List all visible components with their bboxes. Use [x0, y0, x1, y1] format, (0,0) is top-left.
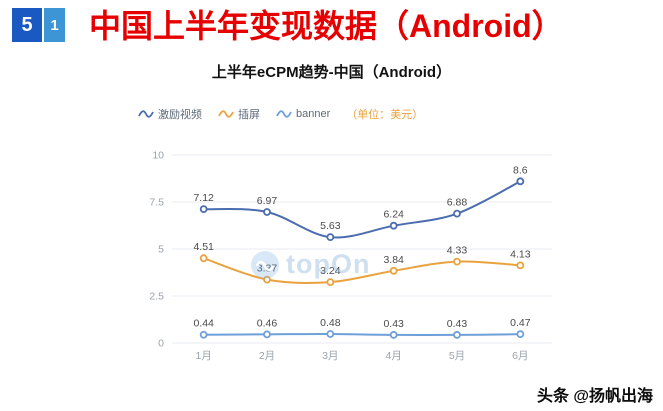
legend-line-icon: [218, 110, 234, 118]
data-point[interactable]: [389, 221, 398, 230]
legend-unit-label: （单位：美元）: [346, 109, 424, 121]
legend-item-激励视频[interactable]: 激励视频: [138, 106, 202, 122]
header: 5 1 中国上半年变现数据（Android）: [12, 8, 564, 44]
data-label: 0.46: [257, 317, 278, 329]
data-label: 4.33: [447, 245, 468, 257]
x-axis-tick-label: 3月: [322, 350, 338, 362]
line-chart: 0 2.5 5 7.5 10 1月 2月 3月 4月 5月 6月 7.12 6.97 5.63 6.24 6.…: [149, 150, 552, 362]
data-label: 5.63: [320, 220, 341, 232]
data-point[interactable]: [326, 233, 335, 242]
data-point[interactable]: [389, 331, 398, 339]
data-point[interactable]: [263, 275, 271, 284]
y-axis-tick-label: 2.5: [149, 291, 164, 303]
data-label: 3.37: [257, 263, 278, 275]
data-point[interactable]: [199, 205, 208, 214]
data-label: 3.24: [320, 265, 341, 277]
data-label: 6.88: [447, 197, 468, 209]
data-label: 6.97: [257, 195, 278, 207]
y-axis-tick-label: 5: [158, 244, 164, 256]
data-label: 8.6: [513, 164, 528, 176]
data-point[interactable]: [516, 177, 525, 186]
data-label: 0.43: [447, 318, 468, 330]
legend-label: 插屏: [238, 109, 260, 121]
x-axis-tick-label: 2月: [259, 350, 275, 362]
data-point[interactable]: [199, 254, 208, 263]
data-point[interactable]: [453, 331, 461, 339]
x-axis-tick-label: 4月: [385, 350, 401, 362]
x-axis-tick-label: 1月: [195, 350, 211, 362]
data-point[interactable]: [516, 261, 525, 270]
page-title: 中国上半年变现数据（Android）: [89, 8, 564, 44]
chart-legend: 激励视频 插屏 banner （单位：美元）: [132, 103, 562, 125]
data-point[interactable]: [389, 266, 398, 275]
series-line-插屏: [202, 257, 522, 285]
legend-line-icon: [276, 110, 292, 118]
legend-item-banner[interactable]: banner: [276, 108, 330, 120]
data-point[interactable]: [263, 208, 271, 216]
data-point[interactable]: [263, 330, 271, 339]
page-number-secondary-badge: 1: [44, 8, 65, 42]
chart-title: 上半年eCPM趋势-中国（Android）: [211, 64, 452, 81]
data-point[interactable]: [199, 330, 208, 339]
data-point[interactable]: [326, 330, 335, 338]
chart-container: 激励视频 插屏 banner （单位：美元） 0 2.5 5 7.5 10 1月 2月 3月 4月 5月…: [132, 103, 562, 395]
data-label: 0.44: [193, 318, 214, 330]
data-label: 3.84: [383, 254, 404, 266]
legend-line-icon: [138, 110, 154, 118]
data-label: 7.12: [193, 192, 214, 204]
data-label: 4.51: [193, 241, 214, 253]
series-line-激励视频: [202, 180, 522, 239]
y-axis-tick-label: 10: [152, 150, 164, 162]
y-axis-tick-label: 0: [158, 338, 164, 350]
data-label: 0.43: [383, 318, 404, 330]
legend-label: banner: [296, 108, 331, 120]
x-axis-tick-label: 5月: [449, 350, 465, 362]
data-point[interactable]: [326, 278, 335, 286]
y-axis-tick-label: 7.5: [149, 197, 164, 209]
data-point[interactable]: [453, 209, 461, 218]
data-point[interactable]: [453, 257, 461, 266]
data-point[interactable]: [516, 330, 525, 339]
series-line-banner: [202, 332, 522, 337]
data-label: 6.24: [383, 209, 404, 221]
x-axis-tick-label: 6月: [512, 350, 528, 362]
legend-label: 激励视频: [158, 109, 202, 121]
legend-item-插屏[interactable]: 插屏: [218, 106, 260, 122]
data-label: 0.48: [320, 317, 341, 329]
author-watermark: 头条 @扬帆出海: [536, 388, 653, 405]
data-label: 0.47: [510, 317, 531, 329]
page-number-primary-badge: 5: [12, 8, 42, 42]
data-label: 4.13: [510, 248, 531, 260]
